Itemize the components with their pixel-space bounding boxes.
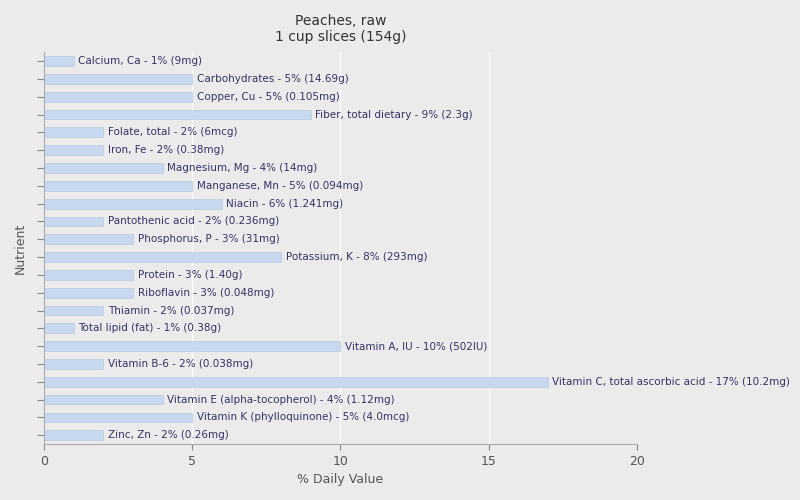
Text: Potassium, K - 8% (293mg): Potassium, K - 8% (293mg) <box>286 252 427 262</box>
Bar <box>44 270 133 280</box>
Text: Iron, Fe - 2% (0.38mg): Iron, Fe - 2% (0.38mg) <box>108 145 224 155</box>
Bar <box>44 430 103 440</box>
Text: Vitamin E (alpha-tocopherol) - 4% (1.12mg): Vitamin E (alpha-tocopherol) - 4% (1.12m… <box>167 394 394 404</box>
Text: Phosphorus, P - 3% (31mg): Phosphorus, P - 3% (31mg) <box>138 234 279 244</box>
Bar <box>44 146 103 155</box>
Text: Copper, Cu - 5% (0.105mg): Copper, Cu - 5% (0.105mg) <box>197 92 339 102</box>
Text: Manganese, Mn - 5% (0.094mg): Manganese, Mn - 5% (0.094mg) <box>197 181 363 191</box>
Text: Vitamin C, total ascorbic acid - 17% (10.2mg): Vitamin C, total ascorbic acid - 17% (10… <box>552 377 790 387</box>
Text: Magnesium, Mg - 4% (14mg): Magnesium, Mg - 4% (14mg) <box>167 163 318 173</box>
Bar <box>44 128 103 138</box>
Text: Calcium, Ca - 1% (9mg): Calcium, Ca - 1% (9mg) <box>78 56 202 66</box>
Bar <box>44 394 162 404</box>
Text: Total lipid (fat) - 1% (0.38g): Total lipid (fat) - 1% (0.38g) <box>78 324 222 334</box>
Text: Niacin - 6% (1.241mg): Niacin - 6% (1.241mg) <box>226 198 343 208</box>
Text: Protein - 3% (1.40g): Protein - 3% (1.40g) <box>138 270 242 280</box>
Text: Fiber, total dietary - 9% (2.3g): Fiber, total dietary - 9% (2.3g) <box>315 110 473 120</box>
Bar <box>44 342 341 351</box>
Bar <box>44 252 281 262</box>
Text: Vitamin A, IU - 10% (502IU): Vitamin A, IU - 10% (502IU) <box>345 341 487 351</box>
Bar <box>44 234 133 244</box>
Bar <box>44 377 548 386</box>
Bar <box>44 92 192 102</box>
Bar <box>44 306 103 316</box>
Bar <box>44 359 103 369</box>
Bar <box>44 216 103 226</box>
X-axis label: % Daily Value: % Daily Value <box>298 473 383 486</box>
Bar <box>44 324 74 333</box>
Bar <box>44 181 192 190</box>
Text: Pantothenic acid - 2% (0.236mg): Pantothenic acid - 2% (0.236mg) <box>108 216 279 226</box>
Bar <box>44 74 192 84</box>
Text: Carbohydrates - 5% (14.69g): Carbohydrates - 5% (14.69g) <box>197 74 349 84</box>
Bar <box>44 110 311 120</box>
Y-axis label: Nutrient: Nutrient <box>14 222 27 274</box>
Text: Thiamin - 2% (0.037mg): Thiamin - 2% (0.037mg) <box>108 306 234 316</box>
Text: Vitamin B-6 - 2% (0.038mg): Vitamin B-6 - 2% (0.038mg) <box>108 359 253 369</box>
Bar <box>44 163 162 173</box>
Title: Peaches, raw
1 cup slices (154g): Peaches, raw 1 cup slices (154g) <box>274 14 406 44</box>
Bar <box>44 198 222 208</box>
Text: Vitamin K (phylloquinone) - 5% (4.0mcg): Vitamin K (phylloquinone) - 5% (4.0mcg) <box>197 412 409 422</box>
Bar <box>44 56 74 66</box>
Text: Folate, total - 2% (6mcg): Folate, total - 2% (6mcg) <box>108 128 238 138</box>
Text: Riboflavin - 3% (0.048mg): Riboflavin - 3% (0.048mg) <box>138 288 274 298</box>
Bar <box>44 288 133 298</box>
Bar <box>44 412 192 422</box>
Text: Zinc, Zn - 2% (0.26mg): Zinc, Zn - 2% (0.26mg) <box>108 430 229 440</box>
